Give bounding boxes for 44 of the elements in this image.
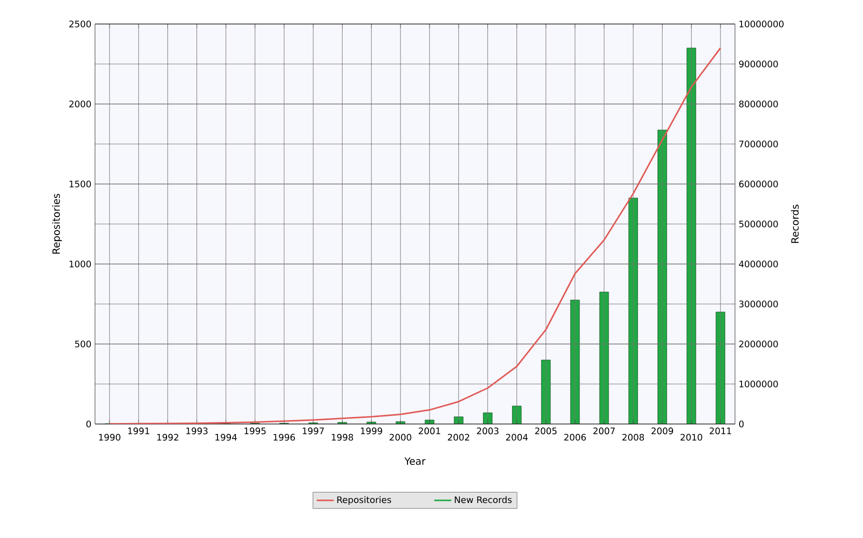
y2-tick-label: 3000000 bbox=[739, 300, 778, 308]
legend-label: New Records bbox=[454, 496, 512, 504]
y2-tick-label: 10000000 bbox=[740, 20, 784, 28]
x-tick-label: 1998 bbox=[332, 434, 354, 441]
legend-label: Repositories bbox=[337, 496, 392, 505]
x-tick-label: 2011 bbox=[710, 428, 732, 434]
y2-tick-label: 7000000 bbox=[739, 140, 778, 148]
x-tick-label: 1991 bbox=[128, 428, 150, 434]
x-tick-label: 2004 bbox=[506, 434, 528, 441]
x-tick-label: 2005 bbox=[535, 428, 557, 434]
y-tick-label: 1500 bbox=[70, 180, 91, 188]
x-tick-label: 2010 bbox=[680, 434, 702, 441]
y2-tick-label: 9000000 bbox=[739, 60, 778, 68]
x-tick-label: 2008 bbox=[622, 434, 644, 441]
y2-tick-label: 4000000 bbox=[738, 260, 778, 268]
x-tick-label: 1992 bbox=[157, 434, 178, 441]
x-tick-label: 1993 bbox=[186, 428, 208, 434]
y2-tick-label: 1000000 bbox=[740, 380, 778, 388]
y2-tick-label: 8000000 bbox=[739, 100, 778, 108]
y-tick-label: 1000 bbox=[70, 260, 91, 268]
x-tick-label: 1995 bbox=[244, 428, 266, 434]
x-tick-label: 1994 bbox=[215, 434, 237, 441]
y-tick-label: 0 bbox=[86, 420, 91, 428]
y2-tick-label: 6000000 bbox=[739, 180, 778, 188]
y-tick-label: 2500 bbox=[69, 20, 91, 28]
y-tick-label: 500 bbox=[75, 340, 91, 348]
y2-tick-label: 2000000 bbox=[739, 340, 778, 348]
y2-tick-label: 0 bbox=[739, 420, 744, 428]
y-tick-label: 2000 bbox=[69, 100, 91, 108]
x-tick-label: 1999 bbox=[360, 428, 382, 434]
x-tick-label: 2002 bbox=[448, 434, 470, 441]
x-tick-label: 2000 bbox=[390, 434, 412, 441]
x-tick-label: 2009 bbox=[652, 428, 674, 434]
x-axis-title: Year bbox=[404, 457, 426, 465]
x-tick-label: 2007 bbox=[593, 428, 615, 434]
y-axis-title: Repositories bbox=[52, 194, 62, 254]
y2-tick-label: 5000000 bbox=[739, 220, 778, 228]
x-tick-label: 2001 bbox=[418, 428, 440, 434]
x-tick-label: 1996 bbox=[274, 434, 295, 441]
y2-axis-title: Records bbox=[791, 204, 799, 243]
x-tick-label: 1997 bbox=[302, 428, 324, 434]
x-tick-label: 2003 bbox=[476, 428, 498, 434]
x-tick-label: 2006 bbox=[564, 434, 586, 441]
x-tick-label: 1990 bbox=[99, 434, 120, 441]
